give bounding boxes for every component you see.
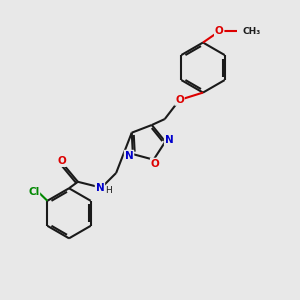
Text: O: O (151, 158, 159, 169)
Text: N: N (125, 151, 134, 160)
Text: N: N (165, 135, 173, 145)
Text: Cl: Cl (28, 187, 39, 197)
Text: N: N (96, 183, 104, 193)
Text: O: O (57, 156, 66, 166)
Text: O: O (175, 95, 184, 105)
Text: CH₃: CH₃ (243, 27, 261, 36)
Text: H: H (105, 185, 112, 194)
Text: O: O (215, 26, 224, 36)
